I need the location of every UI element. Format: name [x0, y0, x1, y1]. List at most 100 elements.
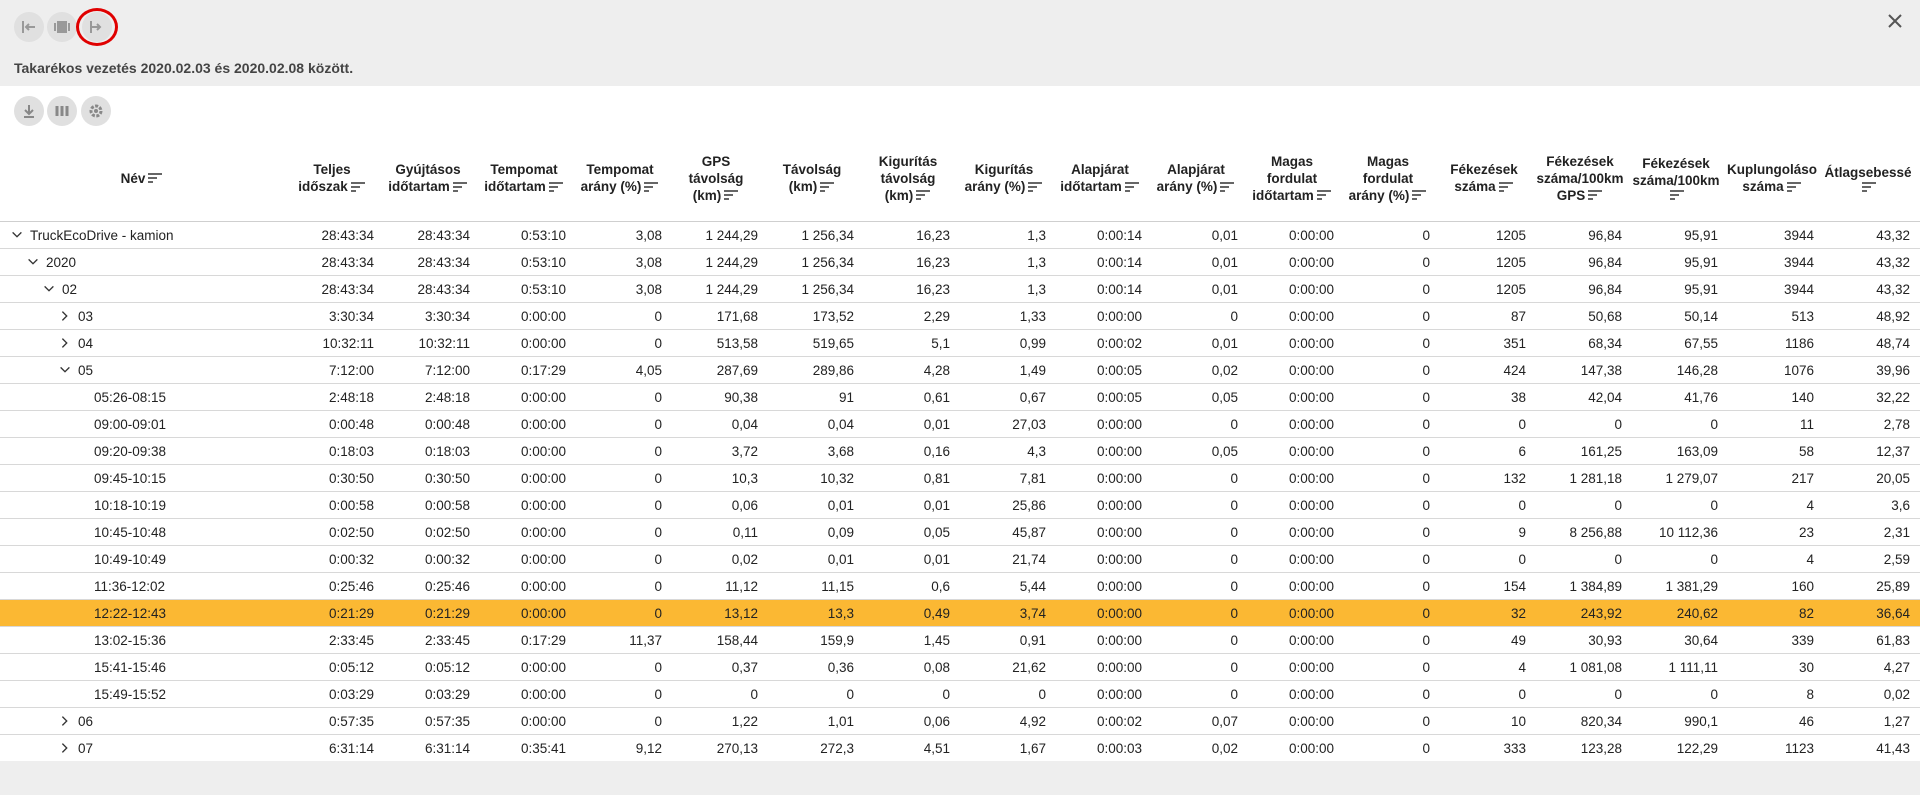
sort-icon[interactable] — [1498, 181, 1514, 193]
cell-value: 140 — [1791, 389, 1814, 405]
cell-value: 0:02:50 — [424, 524, 470, 540]
column-header[interactable]: Kigurítás arány (%) — [956, 135, 1052, 221]
cell-value: 0,16 — [923, 443, 950, 459]
cell-value: 3,68 — [827, 443, 854, 459]
table-row[interactable]: 11:36-12:02 0:25:46 0:25:46 0:00:00 0 11,12 11… — [0, 573, 1920, 600]
table-row[interactable]: 15:49-15:52 0:03:29 0:03:29 0:00:00 0 0 0 0 0 0:0… — [0, 681, 1920, 708]
cell-value: 13,12 — [724, 605, 758, 621]
table-row[interactable]: 09:45-10:15 0:30:50 0:30:50 0:00:00 0 10,3 10,… — [0, 465, 1920, 492]
column-header[interactable]: Alapjárat arány (%) — [1148, 135, 1244, 221]
cell-value: 4,3 — [1027, 443, 1046, 459]
table-row[interactable]: 10:49-10:49 0:00:32 0:00:32 0:00:00 0 0,02 0,0… — [0, 546, 1920, 573]
cell-value: 0:00:00 — [1096, 470, 1142, 486]
table-row[interactable]: 12:22-12:43 0:21:29 0:21:29 0:00:00 0 13,12 13… — [0, 600, 1920, 627]
sort-icon[interactable] — [548, 181, 564, 193]
header-text: Távolság — [782, 162, 842, 177]
cell-value: 43,32 — [1876, 281, 1910, 297]
column-header[interactable]: Kigurítás távolság (km) — [860, 135, 956, 221]
table-row[interactable]: 07 6:31:14 6:31:14 0:35:41 9,12 270,13 272,3 4,… — [0, 735, 1920, 761]
column-header[interactable]: Magas fordulat arány (%) — [1340, 135, 1436, 221]
cell-value: 1,3 — [1027, 254, 1046, 270]
table-row[interactable]: 03 3:30:34 3:30:34 0:00:00 0 171,68 173,52 2,29… — [0, 303, 1920, 330]
cell-value: 16,23 — [916, 254, 950, 270]
cell-value: 0:00:00 — [520, 713, 566, 729]
cell-value: 0:18:03 — [424, 443, 470, 459]
settings-button[interactable] — [81, 96, 111, 126]
sort-icon[interactable] — [147, 172, 163, 184]
cell-value: 0,01 — [923, 416, 950, 432]
cell-value: 163,09 — [1676, 443, 1718, 459]
sort-icon[interactable] — [915, 189, 931, 201]
collapse-left-button[interactable] — [14, 12, 44, 42]
sort-icon[interactable] — [1219, 181, 1235, 193]
table-row[interactable]: 02 28:43:34 28:43:34 0:53:10 3,08 1 244,29 1 2… — [0, 276, 1920, 303]
table-row[interactable]: 09:20-09:38 0:18:03 0:18:03 0:00:00 0 3,72 3,6… — [0, 438, 1920, 465]
table-row[interactable]: 10:18-10:19 0:00:58 0:00:58 0:00:00 0 0,06 0,0… — [0, 492, 1920, 519]
cell-value: 67,55 — [1684, 335, 1718, 351]
column-header[interactable]: Kuplungoláso száma — [1724, 135, 1820, 221]
table-row[interactable]: 06 0:57:35 0:57:35 0:00:00 0 1,22 1,01 0,06 4,92… — [0, 708, 1920, 735]
download-button[interactable] — [14, 96, 44, 126]
collapse-toggle[interactable] — [42, 282, 56, 296]
expand-toggle[interactable] — [58, 309, 72, 323]
table-row[interactable]: 05:26-08:15 2:48:18 2:48:18 0:00:00 0 90,38 91… — [0, 384, 1920, 411]
collapse-toggle[interactable] — [58, 363, 72, 377]
sort-icon[interactable] — [350, 181, 366, 193]
sort-icon[interactable] — [1786, 181, 1802, 193]
cell-value: 7,81 — [1019, 470, 1046, 486]
expand-toggle[interactable] — [58, 714, 72, 728]
expand-toggle[interactable] — [58, 741, 72, 755]
column-header[interactable]: Gyújtásos időtartam — [380, 135, 476, 221]
cell-value: 0:21:29 — [424, 605, 470, 621]
cell-value: 0,01 — [1211, 335, 1238, 351]
column-header[interactable]: GPS távolság (km) — [668, 135, 764, 221]
sort-icon[interactable] — [819, 181, 835, 193]
table-row[interactable]: 2020 28:43:34 28:43:34 0:53:10 3,08 1 244,29 1… — [0, 249, 1920, 276]
header-text: távolság — [880, 170, 936, 186]
close-button[interactable] — [1884, 10, 1906, 32]
cell-value: 46 — [1798, 713, 1814, 729]
collapse-toggle[interactable] — [26, 255, 40, 269]
sort-icon[interactable] — [1411, 189, 1427, 201]
table-row[interactable]: 05 7:12:00 7:12:00 0:17:29 4,05 287,69 289,86 4… — [0, 357, 1920, 384]
column-header[interactable]: Fékezések száma — [1436, 135, 1532, 221]
collapse-toggle[interactable] — [10, 228, 24, 242]
table-row[interactable]: 04 10:32:11 10:32:11 0:00:00 0 513,58 519,65 5,… — [0, 330, 1920, 357]
column-header[interactable]: Átlagsebessé — [1820, 135, 1916, 221]
cell-value: 0 — [654, 686, 662, 702]
cell-value: 0,06 — [731, 497, 758, 513]
cell-value: 132 — [1503, 470, 1526, 486]
sort-icon[interactable] — [723, 189, 739, 201]
sort-icon[interactable] — [1861, 181, 1877, 193]
sort-icon[interactable] — [1316, 189, 1332, 201]
table-row[interactable]: 09:00-09:01 0:00:48 0:00:48 0:00:00 0 0,04 0,0… — [0, 411, 1920, 438]
sort-icon[interactable] — [452, 181, 468, 193]
column-header[interactable]: Név — [0, 135, 284, 221]
name-cell: 12:22-12:43 — [0, 600, 284, 626]
sort-icon[interactable] — [1027, 181, 1043, 193]
column-header[interactable]: Tempomat arány (%) — [572, 135, 668, 221]
column-header[interactable]: Fékezések száma/100km — [1628, 135, 1724, 221]
column-header[interactable]: Tempomat időtartam — [476, 135, 572, 221]
table-row[interactable]: 13:02-15:36 2:33:45 2:33:45 0:17:29 11,37 158… — [0, 627, 1920, 654]
column-header[interactable]: Távolság (km) — [764, 135, 860, 221]
sort-icon[interactable] — [643, 181, 659, 193]
column-header[interactable]: Fékezések száma/100km GPS — [1532, 135, 1628, 221]
table-row[interactable]: TruckEcoDrive - kamion 28:43:34 28:43:34 0:… — [0, 222, 1920, 249]
table-row[interactable]: 10:45-10:48 0:02:50 0:02:50 0:00:00 0 0,11 0,0… — [0, 519, 1920, 546]
sort-icon[interactable] — [1669, 189, 1685, 201]
table-row[interactable]: 15:41-15:46 0:05:12 0:05:12 0:00:00 0 0,37 0,3… — [0, 654, 1920, 681]
column-header[interactable]: Teljes időszak — [284, 135, 380, 221]
fit-button[interactable] — [47, 12, 77, 42]
sort-icon[interactable] — [1124, 181, 1140, 193]
header-text: GPS — [1556, 187, 1586, 203]
cell-value: 0:00:00 — [1288, 740, 1334, 756]
cell-value: 0 — [1230, 551, 1238, 567]
expand-toggle[interactable] — [58, 336, 72, 350]
column-header[interactable]: Alapjárat időtartam — [1052, 135, 1148, 221]
columns-button[interactable] — [47, 96, 77, 126]
cell-value: 0 — [1422, 308, 1430, 324]
column-header[interactable]: Magas fordulat időtartam — [1244, 135, 1340, 221]
sort-icon[interactable] — [1587, 189, 1603, 201]
